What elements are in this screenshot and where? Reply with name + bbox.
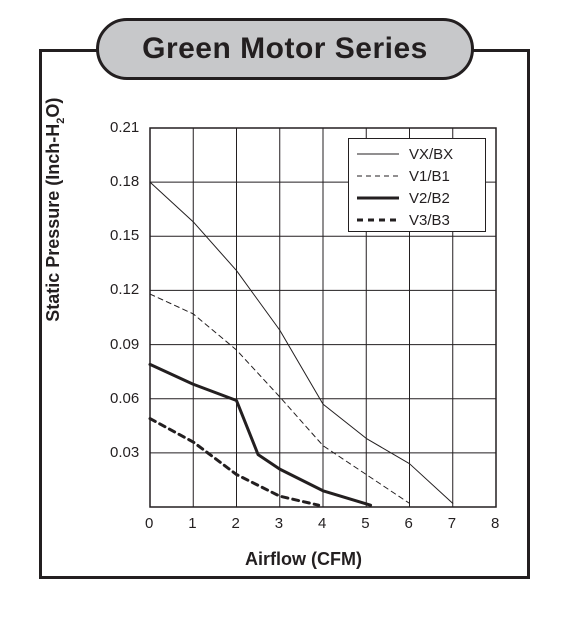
legend-box: VX/BX V1/B1 V2/B2 V3/B3 bbox=[348, 138, 486, 232]
legend-item: V3/B3 bbox=[349, 209, 485, 231]
legend-label: V3/B3 bbox=[409, 212, 450, 229]
title-pill: Green Motor Series bbox=[96, 18, 474, 80]
title-text: Green Motor Series bbox=[142, 32, 428, 66]
chart-svg bbox=[0, 0, 569, 617]
legend-label: VX/BX bbox=[409, 146, 453, 163]
legend-item: V2/B2 bbox=[349, 187, 485, 209]
legend-swatch bbox=[357, 165, 399, 187]
legend-label: V1/B1 bbox=[409, 168, 450, 185]
legend-item: VX/BX bbox=[349, 143, 485, 165]
legend-swatch bbox=[357, 187, 399, 209]
legend-label: V2/B2 bbox=[409, 190, 450, 207]
legend-item: V1/B1 bbox=[349, 165, 485, 187]
legend-swatch bbox=[357, 209, 399, 231]
legend-swatch bbox=[357, 143, 399, 165]
